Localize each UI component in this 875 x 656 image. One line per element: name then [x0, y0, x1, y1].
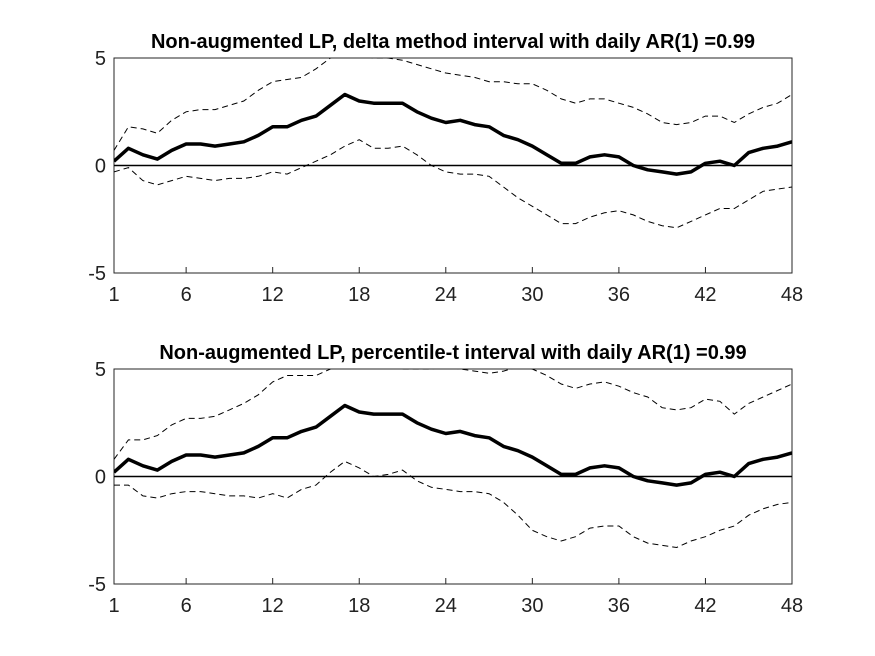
estimate-line: [114, 92, 792, 176]
y-tick-label: 0: [95, 156, 106, 178]
x-tick-label: 18: [348, 284, 370, 306]
y-tick-label: -5: [88, 263, 106, 285]
x-tick-label: 18: [348, 595, 370, 617]
y-tick-label: 5: [95, 48, 106, 70]
x-tick-label: 1: [108, 284, 119, 306]
series-layer-top: [114, 58, 792, 229]
lower-interval-line: [114, 139, 792, 229]
upper-interval-line: [114, 58, 792, 151]
estimate-line: [114, 403, 792, 487]
y-tick-label: -5: [88, 574, 106, 596]
x-tick-label: 42: [694, 284, 716, 306]
tick-layer-bottom: 1 6 12 18 24 30 36 42 48 -5 0 5: [88, 359, 803, 617]
tick-layer-top: 1 6 12 18 24 30 36 42 48 -5 0 5: [88, 48, 803, 306]
x-tick-label: 36: [608, 595, 630, 617]
x-tick-label: 30: [521, 595, 543, 617]
x-tick-label: 6: [181, 284, 192, 306]
x-tick-label: 12: [262, 595, 284, 617]
chart-panel-top: Non-augmented LP, delta method interval …: [88, 31, 803, 306]
x-tick-label: 42: [694, 595, 716, 617]
chart-title-bottom: Non-augmented LP, percentile-t interval …: [159, 342, 746, 364]
y-tick-label: 0: [95, 467, 106, 489]
series-layer-bottom: [114, 369, 792, 549]
x-tick-label: 24: [435, 284, 457, 306]
x-tick-label: 6: [181, 595, 192, 617]
y-tick-label: 5: [95, 359, 106, 381]
x-tick-label: 12: [262, 284, 284, 306]
chart-panel-bottom: Non-augmented LP, percentile-t interval …: [88, 342, 803, 617]
x-tick-label: 48: [781, 595, 803, 617]
x-tick-label: 36: [608, 284, 630, 306]
chart-title-top: Non-augmented LP, delta method interval …: [151, 31, 755, 53]
x-tick-label: 1: [108, 595, 119, 617]
x-tick-label: 30: [521, 284, 543, 306]
x-tick-label: 48: [781, 284, 803, 306]
x-tick-label: 24: [435, 595, 457, 617]
